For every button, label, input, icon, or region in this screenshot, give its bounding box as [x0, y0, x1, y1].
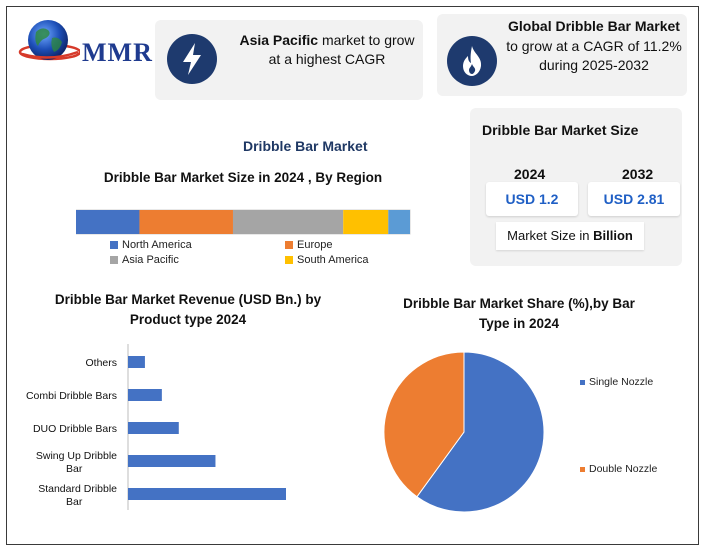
product-label-4: Standard Dribble Bar — [38, 483, 117, 508]
legend-asia-pacific: Asia Pacific — [110, 254, 179, 266]
size-value-2024: USD 1.2 — [486, 182, 578, 216]
year-2032: 2032 — [622, 166, 654, 182]
pie-chart-title: Dribble Bar Market Share (%),by Bar Type… — [403, 296, 635, 331]
lightning-icon — [167, 34, 217, 84]
region-segment-3 — [343, 210, 389, 234]
legend-double-nozzle: Double Nozzle — [580, 463, 657, 475]
region-segment-2 — [232, 210, 344, 234]
year-2024: 2024 — [514, 166, 546, 182]
main-title: Dribble Bar Market — [243, 138, 368, 154]
market-size-unit: Market Size in Billion — [496, 222, 644, 250]
bar-type-pie-chart — [383, 351, 545, 513]
product-bar-2 — [128, 422, 179, 434]
region-stacked-bar — [76, 209, 411, 235]
highlight-card-asia-pacific: Asia Pacific market to grow at a highest… — [155, 20, 423, 100]
product-chart-title: Dribble Bar Market Revenue (USD Bn.) by … — [54, 292, 322, 327]
legend-south-america: South America — [285, 254, 369, 266]
flame-icon — [447, 36, 497, 86]
mmr-logo: MMR — [18, 16, 152, 68]
product-label-2: DUO Dribble Bars — [33, 423, 117, 435]
product-label-0: Others — [85, 357, 117, 369]
product-bar-1 — [128, 389, 162, 401]
legend-single-nozzle: Single Nozzle — [580, 376, 653, 388]
region-segment-1 — [139, 210, 233, 234]
product-label-3: Swing Up Dribble Bar — [36, 450, 117, 475]
product-bar-4 — [128, 488, 286, 500]
market-size-card: Dribble Bar Market Size 2024 2032 USD 1.… — [470, 108, 682, 266]
legend-europe: Europe — [285, 239, 332, 251]
pie-slice-0 — [416, 351, 545, 513]
product-bar-0 — [128, 356, 145, 368]
size-value-2032: USD 2.81 — [588, 182, 680, 216]
pie-slice-1 — [383, 351, 465, 498]
infographic-frame — [6, 6, 699, 545]
globe-icon — [18, 20, 82, 61]
highlight-text-1: Asia Pacific market to grow at a highest… — [239, 32, 415, 67]
product-bar-3 — [128, 455, 216, 467]
logo-text: MMR — [82, 38, 153, 67]
region-chart-title: Dribble Bar Market Size in 2024 , By Reg… — [103, 170, 383, 185]
highlight-text-2: Global Dribble Bar Market to grow at a C… — [506, 18, 682, 74]
market-size-title: Dribble Bar Market Size — [482, 122, 639, 138]
product-bar-chart: Others Combi Dribble Bars DUO Dribble Bars… — [26, 344, 286, 510]
region-segment-0 — [76, 210, 140, 234]
region-segment-4 — [388, 210, 410, 234]
highlight-card-global: Global Dribble Bar Market to grow at a C… — [437, 14, 687, 96]
product-label-1: Combi Dribble Bars — [26, 390, 117, 402]
legend-north-america: North America — [110, 239, 192, 251]
